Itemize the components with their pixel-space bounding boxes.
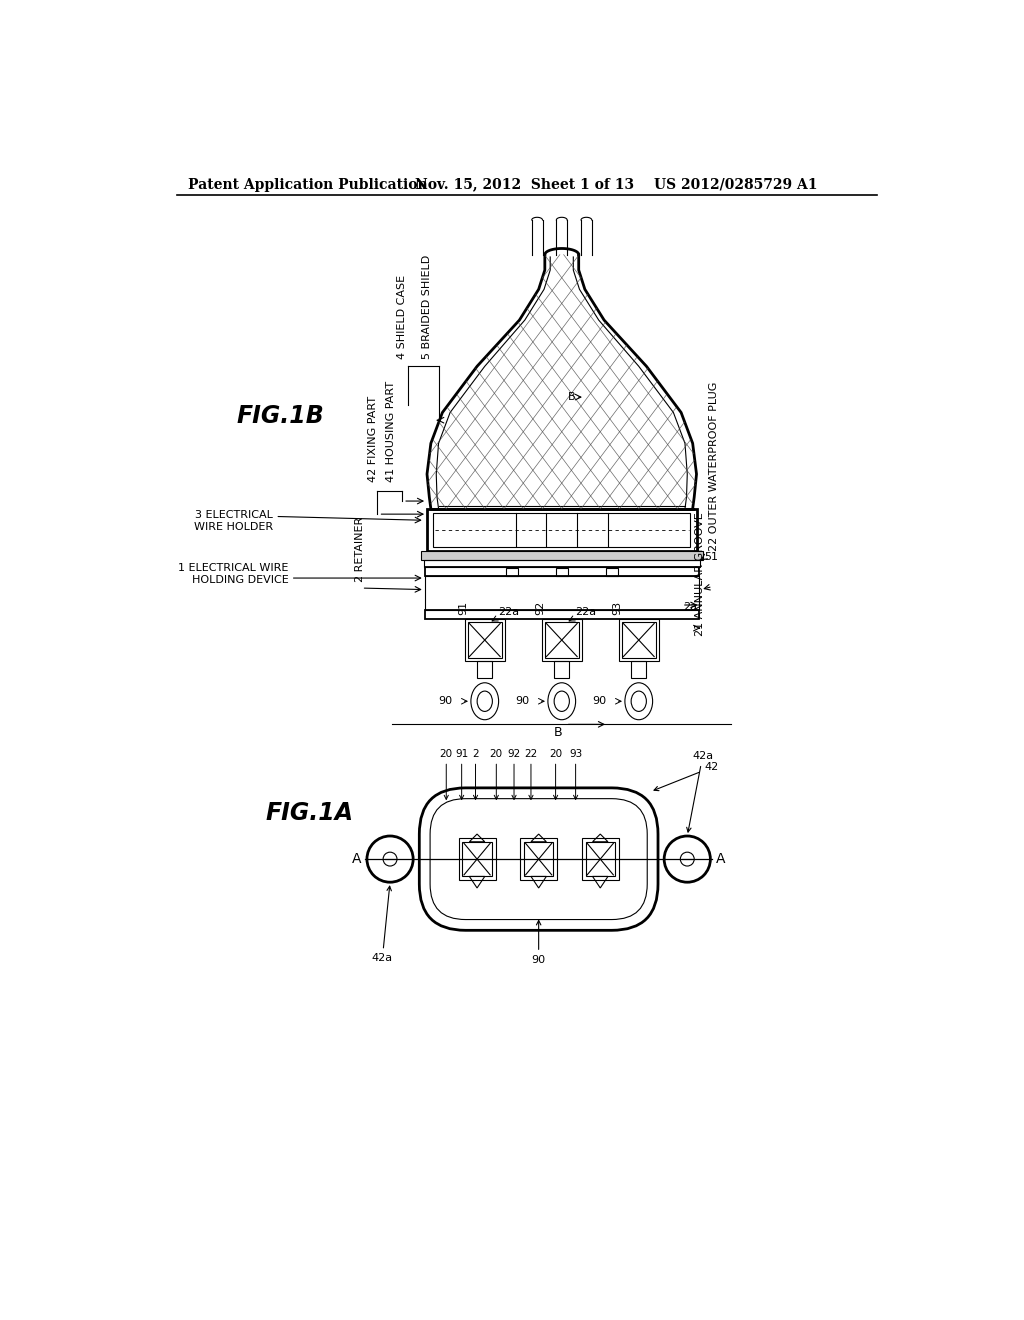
Text: FIG.1B: FIG.1B (237, 404, 325, 429)
Text: 42: 42 (654, 763, 719, 791)
Bar (631, 661, 646, 678)
Text: 20: 20 (489, 748, 503, 800)
Bar (477, 661, 493, 678)
Polygon shape (427, 255, 696, 508)
Text: 22: 22 (524, 748, 538, 800)
Text: FIG.1A: FIG.1A (265, 801, 353, 825)
Text: 91: 91 (455, 748, 468, 800)
Bar (424, 560, 699, 566)
Bar (427, 508, 696, 552)
Text: Nov. 15, 2012  Sheet 1 of 13: Nov. 15, 2012 Sheet 1 of 13 (416, 178, 635, 191)
Bar (433, 512, 690, 548)
Bar (622, 622, 655, 659)
Text: 20: 20 (549, 748, 562, 800)
Bar (542, 619, 582, 661)
Bar (582, 838, 618, 880)
Text: 22 OUTER WATERPROOF PLUG: 22 OUTER WATERPROOF PLUG (710, 381, 719, 552)
Text: 2 RETAINER: 2 RETAINER (355, 516, 365, 582)
Text: 20: 20 (439, 748, 453, 800)
Bar (618, 619, 658, 661)
Text: 41 HOUSING PART: 41 HOUSING PART (386, 380, 396, 482)
Bar (520, 838, 557, 880)
Text: B: B (554, 726, 562, 739)
Text: 42 FIXING PART: 42 FIXING PART (368, 396, 378, 482)
Bar (459, 838, 496, 880)
Bar (425, 566, 698, 576)
Text: 5 BRAIDED SHIELD: 5 BRAIDED SHIELD (422, 255, 432, 359)
Text: 3 ELECTRICAL
WIRE HOLDER: 3 ELECTRICAL WIRE HOLDER (194, 511, 273, 532)
Bar (468, 622, 502, 659)
Text: 4 SHIELD CASE: 4 SHIELD CASE (396, 275, 407, 359)
Bar (605, 568, 617, 576)
Text: 51: 51 (705, 552, 718, 562)
Bar (545, 622, 579, 659)
Bar (425, 576, 698, 610)
Text: 93: 93 (569, 748, 583, 800)
Text: 93: 93 (612, 601, 623, 615)
Bar (425, 610, 698, 619)
Bar (506, 568, 518, 576)
Bar (524, 842, 553, 876)
Text: 92: 92 (508, 748, 520, 800)
Bar (421, 552, 702, 561)
Text: 22a: 22a (499, 607, 520, 618)
Text: 90: 90 (515, 696, 529, 706)
Text: 22a: 22a (575, 607, 597, 618)
Text: 2a: 2a (683, 602, 697, 611)
Bar (554, 661, 569, 678)
Text: 1 ELECTRICAL WIRE
HOLDING DEVICE: 1 ELECTRICAL WIRE HOLDING DEVICE (178, 564, 289, 585)
Bar (465, 619, 505, 661)
Text: A: A (716, 853, 725, 866)
Bar (586, 842, 614, 876)
Text: 90: 90 (531, 920, 546, 965)
Text: 90: 90 (438, 696, 453, 706)
Text: 92: 92 (536, 601, 545, 615)
Text: 91: 91 (458, 601, 468, 615)
Text: 42a: 42a (687, 751, 714, 832)
Text: Patent Application Publication: Patent Application Publication (188, 178, 428, 191)
Bar (463, 842, 492, 876)
Text: 21 ANNULAR GROOVE: 21 ANNULAR GROOVE (695, 512, 706, 636)
Text: US 2012/0285729 A1: US 2012/0285729 A1 (654, 178, 817, 191)
Text: B: B (568, 392, 575, 403)
Text: A: A (352, 853, 361, 866)
Text: 90: 90 (592, 696, 606, 706)
Text: 42a: 42a (372, 886, 393, 964)
Bar (556, 568, 568, 576)
Text: 2: 2 (472, 748, 479, 800)
